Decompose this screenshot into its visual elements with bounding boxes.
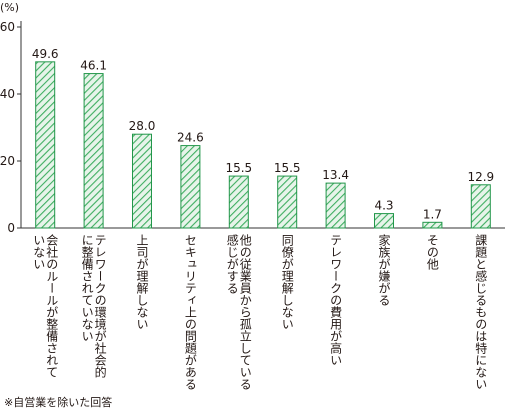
category-label: 同僚が理解しない xyxy=(280,234,294,330)
footnote: ※自営業を除いた回答 xyxy=(4,396,113,409)
bar xyxy=(35,61,56,229)
category-label: 他の従業員から孤立している xyxy=(238,234,252,390)
bar xyxy=(132,133,152,229)
category-label: 会社のルールが整備されて xyxy=(45,234,59,378)
value-label: 13.4 xyxy=(322,168,349,182)
bar xyxy=(470,184,491,229)
value-label: 15.5 xyxy=(225,161,252,175)
bars xyxy=(35,61,491,229)
y-tick-label: 20 xyxy=(0,154,15,168)
category-label: セキュリティ上の問題がある xyxy=(183,234,197,390)
value-label: 15.5 xyxy=(274,161,301,175)
y-unit-label: (%) xyxy=(0,1,19,14)
y-tick-label: 0 xyxy=(7,221,15,235)
axes: 0 20 40 60 (%) xyxy=(0,1,505,235)
category-label: いない xyxy=(32,234,46,270)
bar xyxy=(180,145,201,229)
bar xyxy=(325,182,346,229)
value-label: 24.6 xyxy=(177,131,204,145)
value-label: 4.3 xyxy=(374,199,393,213)
y-tick-label: 40 xyxy=(0,87,15,101)
bar xyxy=(277,175,298,229)
bar xyxy=(374,213,394,229)
value-label: 12.9 xyxy=(467,170,494,184)
bar xyxy=(83,73,104,229)
bar xyxy=(422,221,443,229)
data-labels: 49.6 46.1 28.0 24.6 15.5 15.5 13.4 4.3 1.7 12.9 xyxy=(32,47,494,221)
category-label: 家族が嫌がる xyxy=(377,233,391,306)
y-tick-label: 60 xyxy=(0,20,15,34)
bar xyxy=(228,175,249,229)
category-label: 課題と感じるものは特にない xyxy=(474,233,488,390)
category-label: 上司が理解しない xyxy=(135,234,149,330)
category-label: テレワークの費用が高い xyxy=(329,234,343,366)
category-label: に整備されていない xyxy=(80,234,94,342)
value-label: 1.7 xyxy=(423,207,442,221)
value-label: 49.6 xyxy=(32,47,59,61)
category-label: テレワークの環境が社会的 xyxy=(93,234,107,378)
value-label: 46.1 xyxy=(80,59,107,73)
category-label: 感じがする xyxy=(225,233,239,294)
value-label: 28.0 xyxy=(129,119,156,133)
category-label: その他 xyxy=(425,234,439,270)
